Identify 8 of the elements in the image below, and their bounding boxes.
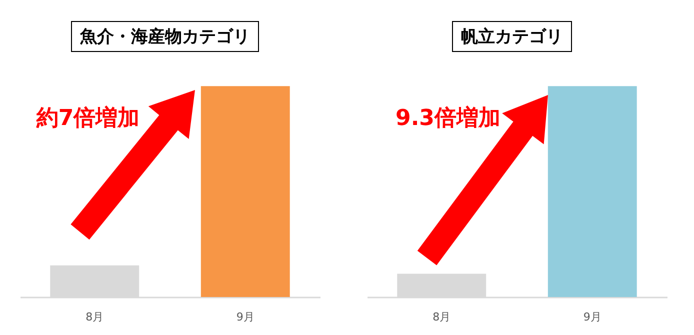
x-tick-label: 8月 bbox=[86, 310, 104, 324]
x-tick-label: 8月 bbox=[432, 310, 451, 324]
annotation: 約7倍増加 bbox=[35, 105, 140, 131]
x-tick-label: 9月 bbox=[236, 310, 254, 324]
chart-title: 帆立カテゴリ bbox=[452, 21, 572, 52]
chart-title: 魚介・海産物カテゴリ bbox=[71, 21, 259, 52]
annotation: 9.3倍増加 bbox=[396, 105, 500, 131]
x-tick-label: 9月 bbox=[583, 310, 602, 324]
